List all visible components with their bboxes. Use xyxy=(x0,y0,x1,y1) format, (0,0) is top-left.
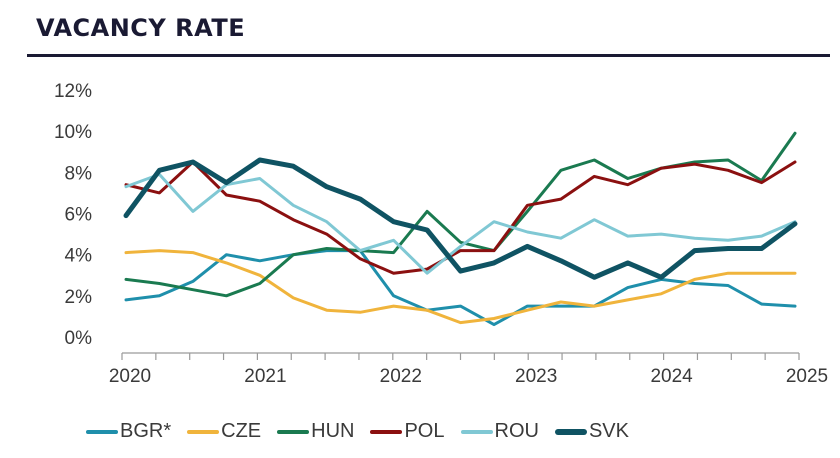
legend-item-pol: POL xyxy=(370,420,445,443)
legend: BGR* CZE HUN POL ROU SVK xyxy=(86,420,645,443)
legend-item-svk: SVK xyxy=(554,420,629,443)
legend-label: SVK xyxy=(588,420,629,442)
title-divider xyxy=(27,54,830,57)
chart-title: VACANCY RATE xyxy=(36,14,246,42)
y-tick-label: 12% xyxy=(54,81,92,102)
legend-label: POL xyxy=(404,420,445,442)
legend-item-cze: CZE xyxy=(187,420,261,443)
x-tick-label: 2023 xyxy=(515,366,557,387)
legend-swatch xyxy=(277,429,310,434)
x-tick-label: 2021 xyxy=(244,366,286,387)
y-tick-label: 8% xyxy=(65,163,93,184)
legend-swatch xyxy=(460,429,493,434)
legend-item-rou: ROU xyxy=(460,420,539,443)
y-tick-label: 0% xyxy=(65,328,93,349)
series-line-bgr xyxy=(124,249,797,327)
x-tick-label: 2020 xyxy=(109,366,151,387)
y-tick-label: 2% xyxy=(65,287,93,308)
legend-swatch xyxy=(554,428,587,435)
legend-swatch xyxy=(187,429,220,434)
legend-item-hun: HUN xyxy=(277,420,354,443)
x-tick-label: 2024 xyxy=(650,366,693,387)
series-line-pol xyxy=(124,160,797,275)
legend-swatch xyxy=(86,429,118,434)
x-tick-label: 2025 xyxy=(786,366,828,387)
x-tick-label: 2022 xyxy=(380,366,422,387)
line-chart: 0%2%4%6%8%10%12% 2020 2021 2022 2023 2024 202… xyxy=(54,81,828,387)
legend-swatch xyxy=(370,429,403,434)
series-layer xyxy=(123,131,798,327)
legend-label: CZE xyxy=(221,420,262,442)
legend-label: BGR* xyxy=(120,420,172,442)
series-line-cze xyxy=(124,249,797,325)
y-tick-label: 6% xyxy=(65,205,93,226)
series-line-svk xyxy=(123,157,798,280)
y-tick-label: 4% xyxy=(65,246,93,267)
y-tick-label: 10% xyxy=(54,122,92,143)
legend-label: HUN xyxy=(311,420,355,442)
legend-item-bgr: BGR* xyxy=(86,420,171,443)
x-axis: 2020 2021 2022 2023 2024 2025 xyxy=(109,352,828,387)
series-line-rou xyxy=(124,172,797,275)
legend-label: ROU xyxy=(494,420,539,442)
y-axis: 0% 2% 4% 6% 8% 10% 12% xyxy=(54,81,92,349)
